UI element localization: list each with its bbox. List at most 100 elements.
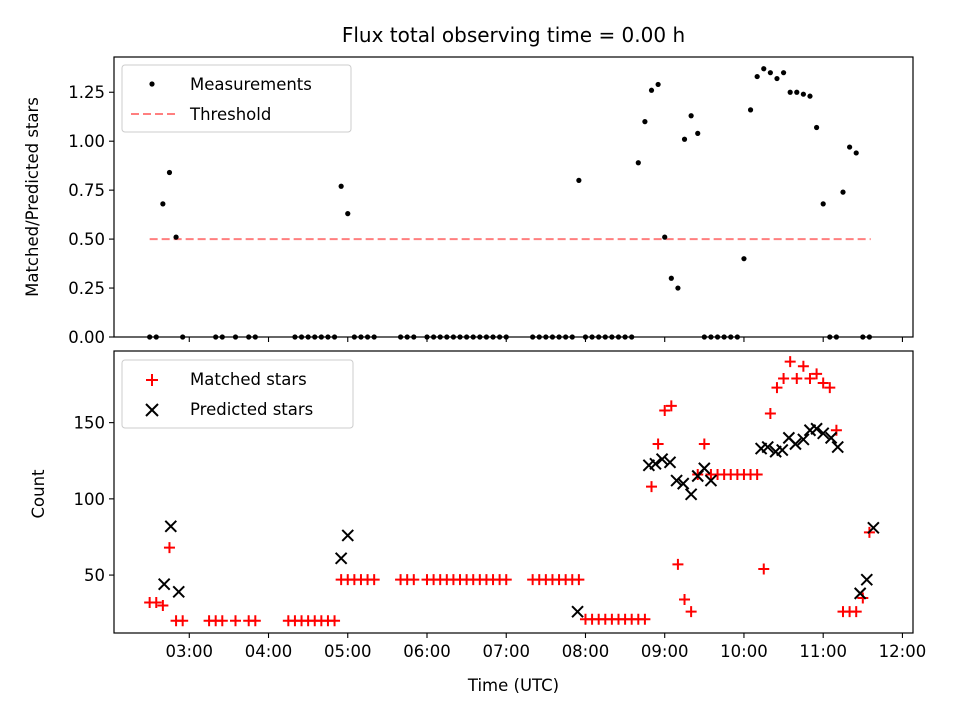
predicted-star-point (341, 529, 354, 542)
measurement-point (338, 183, 344, 189)
y-tick-label: 0.00 (68, 328, 105, 347)
top-y-axis-label: Matched/Predicted stars (23, 97, 42, 297)
measurement-point (345, 211, 351, 217)
matched-star-point (784, 356, 796, 368)
x-tick-label: 09:00 (641, 642, 689, 661)
matched-star-point (216, 615, 228, 627)
top-legend: Measurements Threshold (121, 64, 352, 133)
measurement-point (576, 177, 582, 183)
top-y-ticks: 0.00 0.25 0.50 0.75 1.00 1.25 (68, 83, 114, 347)
y-tick-label: 100 (74, 490, 106, 509)
matched-star-point (573, 574, 585, 586)
matched-star-point (150, 597, 162, 609)
y-tick-label: 1.25 (68, 83, 105, 102)
y-tick-label: 50 (84, 566, 105, 585)
matched-star-point (230, 615, 242, 627)
measurement-point (655, 81, 661, 88)
measurement-point (160, 201, 166, 207)
measurement-point (166, 169, 173, 176)
x-tick-label: 06:00 (403, 642, 451, 661)
predicted-star-point (761, 440, 774, 454)
measurement-point (681, 136, 688, 142)
matched-star-point (639, 613, 651, 625)
matched-star-point (791, 372, 803, 384)
measurement-point (695, 130, 701, 136)
predicted-star-point (853, 587, 867, 600)
bottom-y-ticks: 50 100 150 (74, 414, 114, 585)
legend-threshold-label: Threshold (189, 105, 271, 124)
bottom-legend-box (121, 359, 354, 429)
matched-star-point (817, 377, 829, 389)
measurement-point (662, 234, 668, 240)
predicted-star-point (676, 477, 690, 490)
measurement-point (840, 189, 846, 195)
measurement-point (847, 144, 853, 150)
matched-star-point (329, 615, 341, 627)
predicted-star-point (824, 431, 838, 445)
x-axis-label: Time (UTC) (467, 676, 559, 695)
predicted-star-point (816, 427, 830, 440)
measurement-point (800, 91, 806, 97)
bottom-legend: Matched stars Predicted stars (121, 359, 354, 429)
y-tick-label: 0.75 (68, 181, 105, 200)
measurement-point (688, 113, 694, 119)
bottom-axes-frame (113, 350, 914, 634)
x-tick-label: 03:00 (165, 642, 213, 661)
legend-measurements-marker (149, 81, 155, 87)
measurement-point (754, 73, 760, 80)
measurement-point (813, 124, 820, 131)
x-tick-label: 08:00 (562, 642, 610, 661)
matched-star-point (679, 593, 691, 605)
matched-star-point (685, 606, 697, 618)
matched-star-point (698, 438, 710, 450)
predicted-star-point (684, 488, 698, 501)
matched-star-point (157, 600, 169, 612)
matched-star-point (758, 563, 770, 575)
legend-predicted-marker (145, 403, 159, 417)
matched-star-point (665, 400, 677, 412)
matched-star-point (850, 606, 862, 618)
x-tick-label: 05:00 (324, 642, 372, 661)
matched-star-point (163, 542, 175, 554)
top-axes-frame (113, 56, 914, 338)
matched-star-point (771, 382, 783, 394)
y-tick-label: 0.50 (68, 230, 105, 249)
y-tick-label: 0.25 (68, 279, 105, 298)
matched-star-point (824, 382, 836, 394)
matched-star-point (751, 468, 763, 480)
measurement-point (787, 89, 793, 95)
measurement-point (642, 119, 648, 125)
measurement-point (635, 160, 641, 166)
matched-star-point (646, 481, 658, 493)
matched-star-point (500, 574, 512, 586)
predicted-star-point (655, 453, 669, 466)
measurement-point (173, 234, 179, 240)
bottom-x-ticks: 03:00 04:00 05:00 06:00 07:00 08:00 09:00 10:00… (165, 633, 926, 661)
top-x-ticks (188, 337, 903, 342)
predicted-star-point (670, 474, 683, 487)
matched-star-point (692, 468, 704, 480)
matched-star-point (857, 592, 869, 604)
legend-matched-marker (146, 374, 158, 386)
predicted-star-point (698, 462, 711, 475)
predicted-star-point (164, 520, 177, 533)
predicted-star-point (334, 552, 348, 565)
y-tick-label: 150 (74, 414, 106, 433)
bottom-y-axis-label: Count (29, 469, 48, 519)
measurement-point (761, 66, 767, 72)
matched-star-point (249, 615, 261, 627)
matched-star-point (797, 360, 809, 372)
measurement-point (794, 89, 800, 95)
measurement-point (668, 275, 674, 281)
matched-star-point (652, 438, 664, 450)
measurement-point (780, 70, 787, 76)
predicted-star-point (810, 422, 823, 435)
x-tick-label: 11:00 (799, 642, 847, 661)
predicted-star-point (860, 573, 873, 586)
x-tick-label: 07:00 (482, 642, 530, 661)
measurement-point (774, 75, 780, 82)
predicted-star-point (157, 578, 171, 591)
top-legend-box (121, 64, 352, 133)
x-tick-label: 12:00 (879, 642, 927, 661)
measurement-point (820, 201, 826, 207)
